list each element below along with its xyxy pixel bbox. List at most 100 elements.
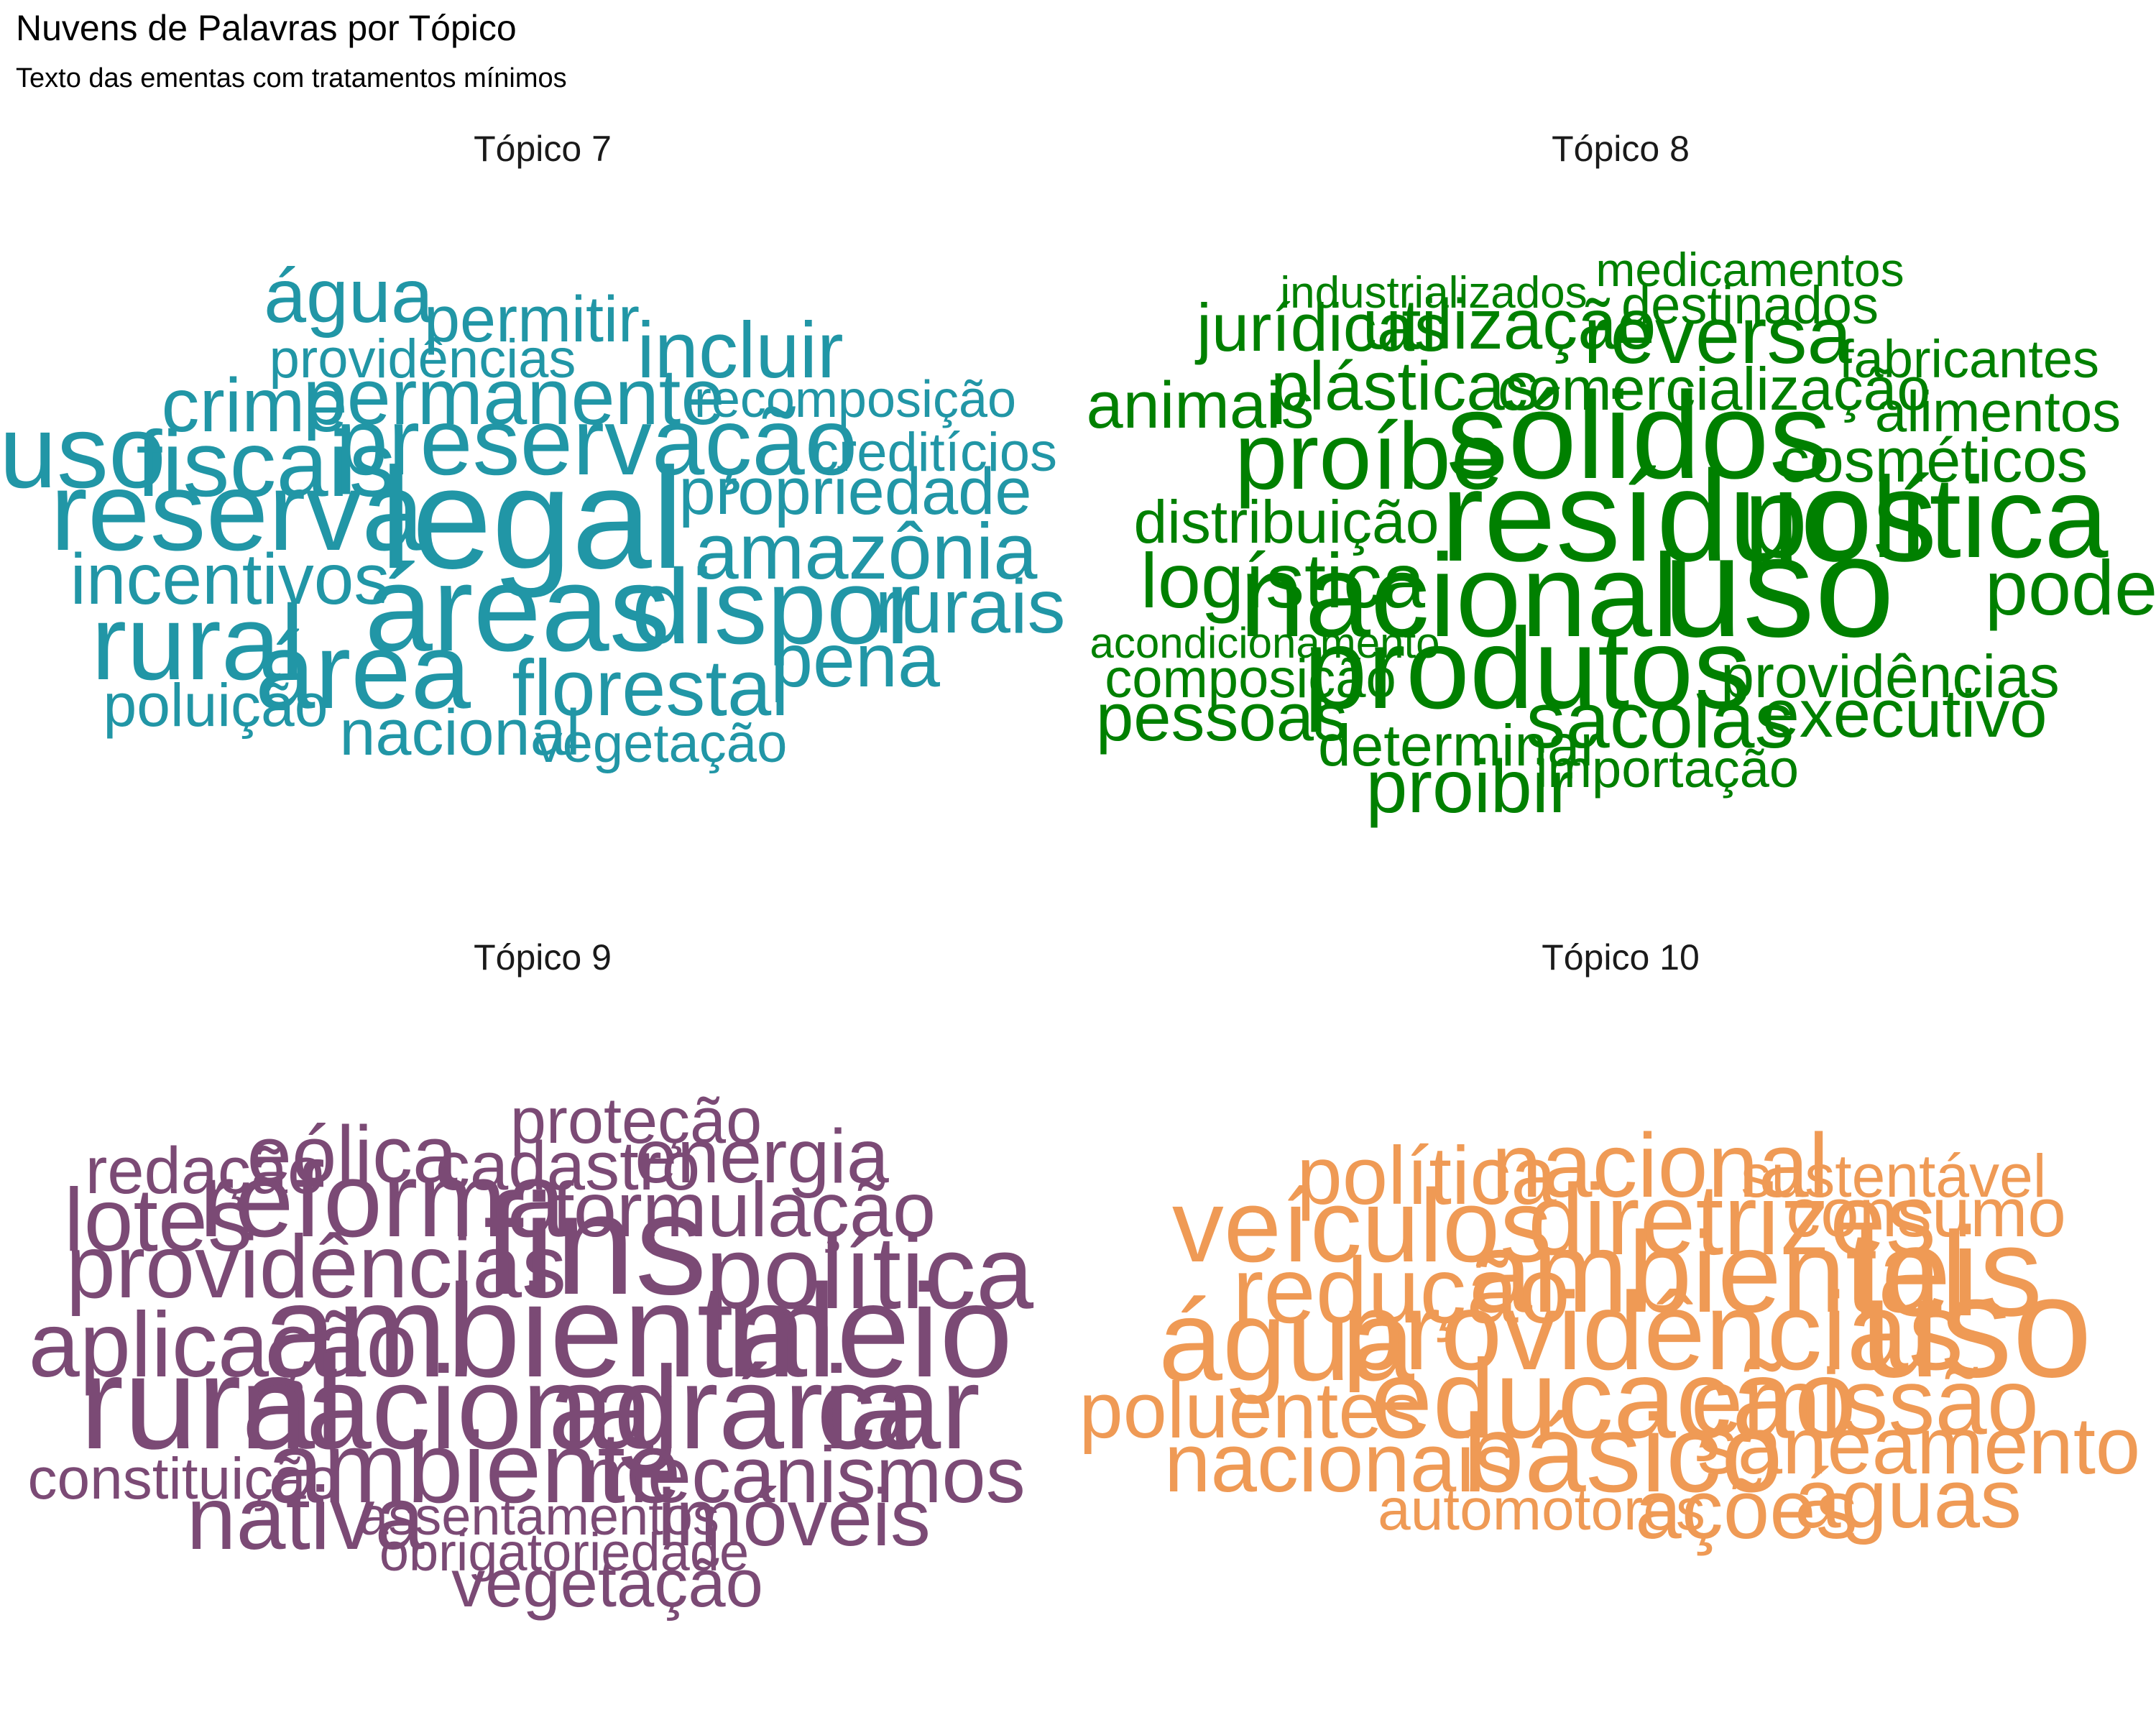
word-rurais: rurais (875, 564, 1065, 649)
word-industrializados: industrializados (1280, 268, 1587, 318)
word-car: car (816, 1342, 980, 1473)
word-ambiental: ambiental (1468, 1208, 1967, 1336)
word-redação: redação (86, 1134, 324, 1208)
word-jurídicas: jurídicas (1194, 290, 1448, 365)
word-proibir: proibir (1366, 745, 1574, 829)
word-assentamentos: assentamentos (359, 1486, 719, 1546)
word-lotes: lotes (64, 1171, 252, 1270)
word-área: área (255, 610, 471, 731)
word-florestal: florestal (512, 644, 788, 732)
word-pena: pena (770, 618, 940, 703)
word-imóveis: imóveis (658, 1473, 931, 1563)
word-medicamentos: medicamentos (1595, 243, 1904, 296)
word-sustentável: sustentável (1741, 1142, 2047, 1210)
word-educação: educação (1370, 1337, 1857, 1462)
word-incentivos: incentivos (70, 539, 390, 620)
word-ambiente: ambiente (267, 1411, 681, 1524)
panel-title-topico-9: Tópico 9 (474, 937, 612, 978)
word-redução: redução (1233, 1238, 1570, 1343)
word-permanente: permanente (303, 353, 724, 441)
word-obrigatoriedade: obrigatoriedade (379, 1522, 749, 1582)
word-política: política (1744, 453, 2109, 581)
word-importação: importação (1536, 739, 1799, 799)
word-utilização: utilização (1363, 285, 1657, 364)
word-ambiental: ambiental (263, 1256, 837, 1404)
word-providências: providências (270, 328, 576, 390)
word-acondicionamento: acondicionamento (1089, 619, 1439, 667)
word-rural: rural (80, 1328, 344, 1476)
word-alimentos: alimentos (1875, 380, 2121, 443)
word-fins: fins (483, 1164, 706, 1325)
word-produtos: produtos (1304, 604, 1751, 732)
word-amazônia: amazônia (695, 507, 1038, 596)
word-reserva: reserva (50, 449, 424, 574)
word-proíbe: proíbe (1235, 403, 1503, 509)
word-executivo: executivo (1761, 676, 2047, 751)
panel-title-topico-8: Tópico 8 (1552, 129, 1690, 169)
word-automotores: automotores (1378, 1477, 1705, 1542)
word-proteção: proteção (510, 1085, 762, 1157)
word-dispor: dispor (631, 548, 921, 666)
word-logística: logística (1141, 537, 1426, 624)
panel-title-topico-10: Tópico 10 (1542, 937, 1700, 978)
word-consumo: consumo (1786, 1174, 2066, 1251)
word-sólidos: sólidos (1446, 367, 1830, 505)
word-providências: providências (1342, 1269, 1964, 1393)
word-leis: leis (1853, 1202, 2042, 1343)
word-cadastro: cadastro (436, 1128, 700, 1205)
word-propriedade: propriedade (678, 455, 1031, 528)
word-nacional: nacional (1491, 1115, 1828, 1216)
word-constituição: constituição (27, 1446, 338, 1512)
word-básico: básico (1462, 1392, 1782, 1515)
word-recomposição: recomposição (694, 371, 1016, 428)
word-poluição: poluição (103, 671, 328, 739)
word-resíduos: resíduos (1441, 444, 1937, 589)
word-política: política (1296, 1131, 1557, 1222)
chart-title: Nuvens de Palavras por Tópico (16, 8, 517, 48)
word-energia: energia (635, 1114, 889, 1199)
word-rural: rural (91, 584, 304, 702)
word-nativa: nativa (187, 1469, 425, 1568)
word-saneamento: saneamento (1697, 1401, 2140, 1491)
word-comercialização: comercialização (1498, 355, 1930, 423)
word-nacional: nacional (241, 1342, 680, 1473)
word-fiscais: fiscais (136, 411, 395, 516)
word-áreas: áreas (364, 540, 670, 677)
word-preservação: preservação (336, 389, 857, 494)
word-nacional: nacional (339, 697, 580, 769)
word-permitir: permitir (424, 284, 640, 356)
word-ações: ações (1635, 1463, 1858, 1556)
word-legal: legal (380, 438, 684, 599)
word-distribuição: distribuição (1134, 488, 1439, 556)
word-aplicação: aplicação (29, 1294, 418, 1397)
word-providências: providências (66, 1218, 566, 1317)
word-cosméticos: cosméticos (1779, 426, 2088, 495)
word-eólica: eólica (247, 1110, 458, 1200)
word-uso: uso (1861, 1247, 2092, 1407)
word-poluentes: poluentes (1079, 1366, 1422, 1455)
word-política: política (706, 1215, 1034, 1330)
word-destinados: destinados (1621, 275, 1879, 335)
word-diretrizes: diretrizes (1528, 1163, 1936, 1276)
word-uso: uso (0, 394, 166, 510)
word-uso: uso (1663, 507, 1894, 667)
word-poder: poder (1985, 544, 2156, 631)
word-agrária: agrária (548, 1342, 916, 1473)
word-meio: meio (727, 1256, 1013, 1404)
word-sacolas: sacolas (1526, 676, 1795, 765)
word-vegetação: vegetação (535, 713, 788, 774)
word-fabricantes: fabricantes (1839, 329, 2099, 389)
word-emissão: emissão (1691, 1349, 2039, 1454)
word-providências: providências (1720, 643, 2060, 710)
word-água: água (1158, 1276, 1414, 1404)
word-vegetação: vegetação (451, 1545, 763, 1621)
word-água: água (264, 254, 433, 339)
word-composição: composição (1105, 648, 1396, 709)
word-águas: águas (1795, 1452, 2022, 1545)
panel-title-topico-7: Tópico 7 (474, 129, 612, 169)
